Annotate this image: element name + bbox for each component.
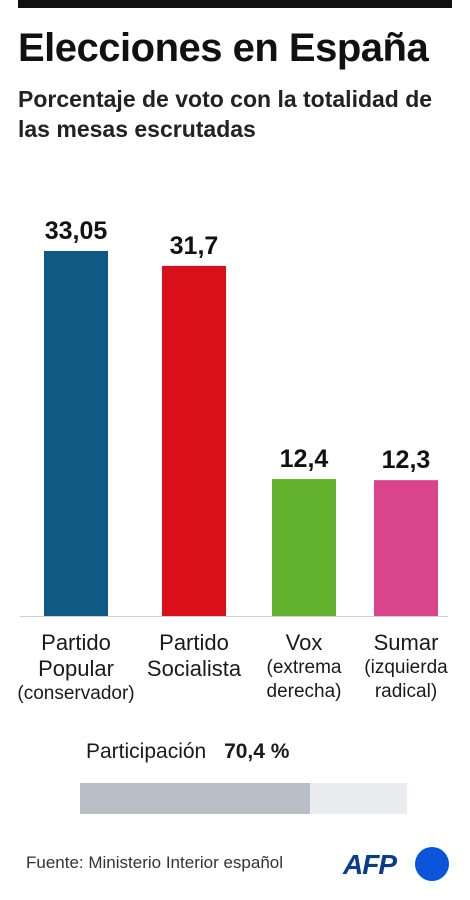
bar-value-vox: 12,4 xyxy=(280,445,329,473)
category-name-line: Sumar xyxy=(373,630,439,655)
category-name-line: Popular xyxy=(38,656,114,681)
bar-value-sumar: 12,3 xyxy=(382,446,431,474)
source-note: Fuente: Ministerio Interior español xyxy=(26,853,284,872)
bar-vox xyxy=(272,479,336,616)
participation-value: 70,4 % xyxy=(224,740,290,763)
category-label-partido-popular: Partido Popular (conservador) xyxy=(16,630,136,706)
category-name-line: Vox xyxy=(285,630,323,655)
afp-logo-dot xyxy=(415,847,449,881)
bar-value-partido-popular: 33,05 xyxy=(45,217,108,245)
top-rule xyxy=(18,0,452,8)
bar-chart: 33,05 31,7 12,4 12,3 xyxy=(20,217,448,617)
category-desc-line: (extrema xyxy=(266,657,342,678)
bar-sumar xyxy=(374,480,438,616)
category-desc-line: radical) xyxy=(374,681,438,702)
chart-subtitle: Porcentaje de voto con la totalidad de l… xyxy=(18,86,433,142)
participation-bar-track xyxy=(80,783,407,814)
category-name-line: Partido xyxy=(41,630,111,655)
afp-logo-text: AFP xyxy=(343,849,397,880)
participation-label: Participación xyxy=(86,740,207,763)
participation-label-row: Participación 70,4 % xyxy=(86,740,289,764)
afp-logo: AFP xyxy=(343,847,449,883)
category-label-partido-socialista: Partido Socialista xyxy=(134,630,254,682)
bar-partido-socialista xyxy=(162,265,226,616)
category-desc-line: (conservador) xyxy=(17,683,135,704)
category-desc-line: derecha) xyxy=(266,681,342,702)
category-desc-line: (izquierda xyxy=(364,657,448,678)
category-label-vox: Vox (extrema derecha) xyxy=(244,630,364,704)
category-name-line: Socialista xyxy=(146,656,242,681)
bar-value-partido-socialista: 31,7 xyxy=(170,232,219,260)
chart-title: Elecciones en España xyxy=(18,26,429,70)
category-name-line: Partido xyxy=(159,630,229,655)
participation-bar-fill xyxy=(80,783,311,814)
bar-partido-popular xyxy=(44,251,108,616)
category-label-sumar: Sumar (izquierda radical) xyxy=(346,630,466,704)
